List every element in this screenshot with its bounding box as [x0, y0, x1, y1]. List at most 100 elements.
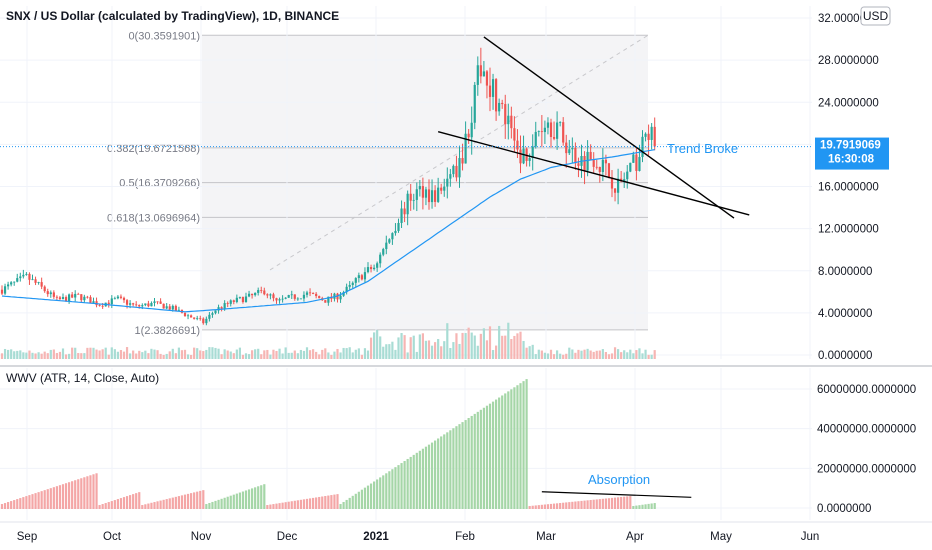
wwv-bar [549, 503, 553, 509]
candle-body [607, 163, 611, 178]
wwv-bar [449, 430, 452, 509]
wwv-bar [101, 504, 104, 509]
wwv-bar [574, 501, 577, 509]
candle-body [144, 303, 147, 306]
volume-bar [186, 354, 190, 359]
indicator-axis[interactable]: 0.0000000 20000000.0000000 40000000.000000… [817, 384, 916, 515]
candle-body [287, 295, 290, 298]
volume-bar [257, 348, 260, 359]
time-axis[interactable]: Sep Oct Nov Dec 2021 Feb Mar Apr May Jun [17, 531, 820, 543]
wwv-bar [540, 504, 543, 509]
volume-bar [369, 337, 373, 359]
wwv-bar [247, 489, 251, 509]
wwv-bar [568, 502, 571, 509]
candle-body [531, 146, 534, 159]
candle-body [501, 102, 504, 105]
candle-body [534, 131, 537, 147]
wwv-bar [580, 500, 583, 509]
wwv-bar [552, 503, 556, 509]
volume-bar [31, 352, 34, 359]
candle-body [430, 190, 434, 203]
volume-bar [180, 350, 184, 359]
volume-bar [412, 335, 415, 359]
ind-tick-label: 0.0000000 [817, 503, 871, 515]
wwv-bar [525, 379, 528, 509]
volume-bar [220, 354, 223, 359]
wwv-bar [71, 481, 74, 509]
wwv-bar [592, 499, 595, 509]
wwv-bar [412, 454, 415, 509]
wwv-bar [403, 461, 406, 509]
wwv-bar [147, 503, 150, 509]
volume-bar [568, 347, 571, 359]
volume-bar [345, 348, 348, 359]
candle-body [485, 71, 489, 86]
wwv-bar [244, 490, 248, 509]
wwv-bar [577, 501, 580, 509]
fib-label: 0.382(19.6721568) [107, 143, 200, 155]
wwv-bar [40, 491, 43, 509]
candle-body [583, 156, 586, 171]
volume-bar [366, 350, 370, 359]
volume-bar [168, 351, 171, 359]
wwv-bar [601, 498, 604, 509]
volume-bar [644, 349, 647, 359]
volume-bar [92, 347, 95, 359]
wwv-bar [638, 505, 641, 509]
wwv-bar [52, 487, 55, 509]
wwv-bar [168, 498, 171, 509]
wwv-bar [647, 503, 650, 509]
candle-body [461, 158, 464, 164]
wwv-bar [312, 497, 315, 509]
wwv-bar [391, 469, 394, 509]
indicator-title: WWV (ATR, 14, Close, Auto) [6, 371, 159, 385]
volume-bar [601, 349, 604, 359]
volume-bar [0, 353, 4, 359]
volume-bar [165, 353, 168, 359]
candle-body [452, 165, 455, 175]
volume-bar [211, 347, 214, 359]
fib-label: 0.5(16.3709266) [119, 178, 200, 190]
wwv-bar [318, 496, 321, 509]
wwv-bar [0, 504, 4, 509]
time-tick-label: Mar [536, 531, 556, 543]
candle-body [19, 276, 22, 279]
candle-body [238, 297, 241, 298]
price-panel[interactable]: 0(30.3591901) 0.382(19.6721568) 0.5(16.370… [0, 6, 812, 359]
volume-bar [43, 351, 46, 359]
wwv-bar [491, 401, 495, 509]
candle-body [586, 151, 589, 171]
volume-bar [510, 339, 513, 359]
candle-body [214, 310, 217, 314]
price-tick-label: 24.0000000 [818, 97, 879, 109]
time-tick-label: Oct [103, 531, 122, 543]
volume-bar [98, 350, 101, 359]
wwv-bar [360, 489, 363, 509]
indicator-panel[interactable]: WWV (ATR, 14, Close, Auto) Absorption [0, 368, 812, 520]
volume-bar [202, 351, 205, 359]
volume-bar [28, 350, 31, 359]
wwv-bar [122, 497, 126, 509]
volume-bar [199, 350, 202, 359]
wwv-bar [586, 500, 589, 509]
candle-body [626, 171, 629, 180]
volume-bar [19, 350, 22, 359]
volume-bar [159, 353, 162, 359]
volume-bar [86, 347, 89, 359]
volume-bar [595, 350, 598, 359]
wwv-bar [68, 482, 71, 509]
candle-body [7, 284, 10, 287]
volume-bar [144, 350, 147, 359]
candle-body [190, 315, 193, 318]
candle-body [147, 303, 150, 307]
volume-bar [122, 351, 126, 359]
volume-bar [107, 354, 110, 359]
volume-bar [110, 347, 113, 359]
price-axis[interactable]: 0.0000000 4.0000000 8.0000000 12.0000000 16.… [818, 13, 879, 362]
candle-body [290, 294, 293, 296]
currency-badge[interactable]: USD [860, 6, 891, 26]
wwv-bar [357, 491, 360, 509]
candle-body [80, 294, 83, 301]
wwv-bar [141, 505, 144, 509]
